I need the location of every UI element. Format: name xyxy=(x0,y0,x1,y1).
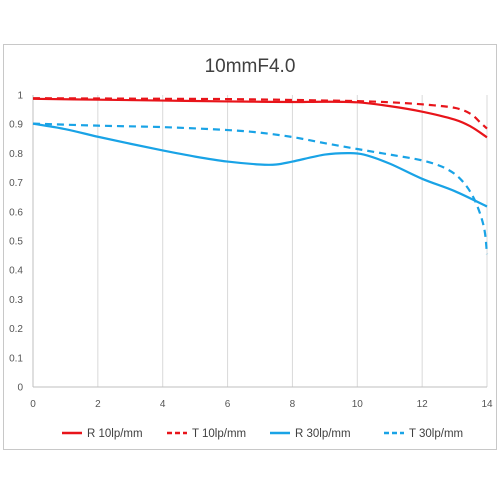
chart-frame xyxy=(3,44,497,450)
y-tick-label: 0.1 xyxy=(9,353,23,364)
x-tick-label: 14 xyxy=(481,399,493,410)
legend: R 10lp/mm T 10lp/mm R 30lp/mm T 30lp/mm xyxy=(62,428,463,440)
series-lines xyxy=(32,97,489,255)
tick-labels: 0 2 4 6 8 10 12 14 0 0.1 0.2 0.3 0.4 0.5 0.6 0.7 0.8 0.9 1 xyxy=(9,91,493,411)
series-line-t-30lp-mm xyxy=(32,122,489,255)
y-tick-label: 0.8 xyxy=(9,149,23,160)
y-tick-label: 0.9 xyxy=(9,120,23,131)
y-tick-label: 0 xyxy=(17,383,23,394)
y-tick-label: 0.4 xyxy=(9,266,23,277)
y-tick-label: 0.7 xyxy=(9,178,23,189)
chart-title: 10mmF4.0 xyxy=(204,56,296,77)
x-tick-label: 10 xyxy=(352,399,364,410)
y-tick-label: 0.5 xyxy=(9,237,23,248)
series-line-r-30lp-mm xyxy=(32,122,488,208)
y-tick-label: 0.6 xyxy=(9,207,23,218)
x-tick-label: 12 xyxy=(417,399,429,410)
grid xyxy=(97,95,488,387)
series-line-r-10lp-mm xyxy=(32,97,488,139)
x-tick-label: 2 xyxy=(95,399,101,410)
x-tick-label: 8 xyxy=(290,399,296,410)
y-tick-label: 0.3 xyxy=(9,295,23,306)
x-tick-label: 0 xyxy=(30,399,36,410)
legend-label-r-30lp-mm: R 30lp/mm xyxy=(295,428,351,440)
x-tick-label: 6 xyxy=(225,399,231,410)
y-tick-label: 1 xyxy=(17,91,23,102)
legend-label-r-10lp-mm: R 10lp/mm xyxy=(87,428,143,440)
axes xyxy=(32,95,487,388)
legend-label-t-10lp-mm: T 10lp/mm xyxy=(192,428,246,440)
legend-label-t-30lp-mm: T 30lp/mm xyxy=(409,428,463,440)
y-tick-label: 0.2 xyxy=(9,324,23,335)
x-tick-label: 4 xyxy=(160,399,166,410)
